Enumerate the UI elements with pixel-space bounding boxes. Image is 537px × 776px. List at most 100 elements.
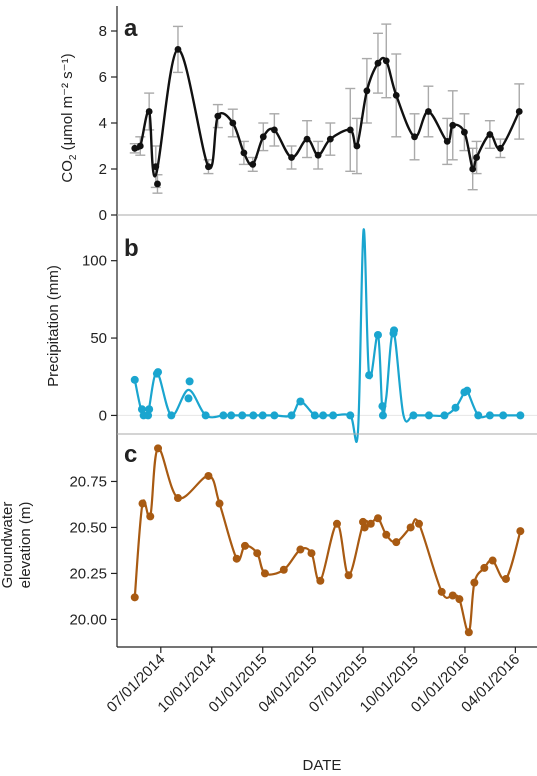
data-point: [296, 545, 305, 554]
panel-c: 20.00 20.25 20.50 20.75 c Groundwater eleva…: [0, 441, 525, 637]
data-point: [144, 411, 153, 420]
data-point: [204, 471, 213, 480]
data-point: [363, 87, 371, 95]
y-tick-label: 50: [90, 330, 107, 347]
data-point: [227, 411, 236, 420]
data-point: [326, 135, 334, 143]
data-point: [241, 541, 250, 550]
data-point: [260, 569, 269, 578]
data-point: [240, 149, 248, 157]
data-point: [515, 108, 523, 115]
data-point: [499, 411, 508, 420]
data-point: [411, 133, 418, 141]
data-point: [238, 411, 247, 420]
data-point: [378, 411, 387, 420]
data-point: [497, 144, 504, 152]
data-point: [469, 165, 477, 173]
x-axis-label: DATE: [303, 757, 342, 774]
groundwater-trend-line: [133, 447, 522, 634]
panel-label-c: c: [124, 441, 137, 468]
data-point: [451, 403, 460, 412]
data-point: [448, 591, 457, 600]
data-point: [154, 368, 163, 377]
data-point: [167, 411, 176, 420]
y-tick-label: 20.25: [69, 565, 107, 582]
data-point: [449, 121, 457, 129]
data-point: [440, 411, 449, 420]
data-point: [137, 405, 146, 414]
data-point: [270, 411, 279, 420]
data-point: [146, 512, 155, 521]
data-point: [470, 578, 479, 587]
data-point: [378, 402, 387, 411]
data-point: [414, 519, 423, 528]
data-point: [329, 411, 338, 420]
data-point: [296, 397, 305, 406]
data-point: [373, 514, 382, 523]
data-point: [259, 133, 267, 141]
data-point: [232, 554, 241, 563]
data-point: [201, 411, 210, 420]
data-point: [145, 405, 154, 414]
data-point: [382, 530, 391, 539]
data-point: [344, 571, 353, 580]
panel-b: 0 50 100 b Precipitation (mm): [45, 228, 537, 443]
error-bars: [129, 23, 525, 194]
data-point: [287, 411, 296, 420]
y-axis-label-c-line1: Groundwater: [0, 502, 16, 589]
data-point: [406, 523, 415, 532]
data-point: [310, 411, 319, 420]
co2-trend-line: [134, 48, 521, 178]
data-point: [455, 595, 464, 604]
data-point: [437, 587, 446, 596]
y-tick-label: 8: [99, 23, 107, 40]
y-tick-label: 100: [82, 253, 107, 270]
data-point: [145, 108, 153, 115]
data-point: [185, 377, 194, 386]
y-tick-label: 20.50: [69, 519, 107, 536]
data-point: [365, 371, 374, 380]
y-tick-label: 0: [99, 407, 107, 424]
data-point: [219, 411, 228, 420]
data-point: [516, 527, 525, 536]
panel-label-a: a: [124, 15, 138, 42]
data-point: [424, 411, 433, 420]
data-point: [346, 411, 355, 420]
data-point: [443, 138, 451, 145]
data-point: [460, 128, 468, 136]
data-point: [373, 330, 382, 339]
data-point: [214, 112, 222, 120]
y-tick-label: 20.75: [69, 473, 107, 490]
y-tick-label: 20.00: [69, 611, 107, 628]
x-axis-ticks: 07/01/201410/01/201401/01/201504/01/2015…: [104, 647, 523, 716]
data-point: [392, 92, 400, 99]
data-point: [258, 411, 267, 420]
data-point: [346, 126, 354, 134]
data-point: [366, 519, 375, 528]
data-point: [173, 494, 182, 503]
data-point: [130, 375, 139, 384]
data-point: [303, 135, 311, 143]
data-point: [270, 126, 278, 134]
data-point: [516, 411, 525, 420]
data-point: [360, 523, 369, 532]
data-point: [138, 499, 147, 508]
data-point: [288, 154, 295, 161]
data-point: [485, 411, 494, 420]
data-point: [130, 593, 139, 602]
data-point: [409, 411, 418, 420]
data-point: [319, 411, 328, 420]
data-point: [390, 326, 399, 335]
data-point: [464, 628, 473, 637]
data-point: [332, 519, 341, 528]
y-axis-label-c-line2: elevation (m): [17, 502, 34, 589]
data-point: [424, 108, 432, 115]
y-tick-label: 6: [99, 69, 107, 86]
data-point: [215, 499, 224, 508]
data-point: [229, 119, 237, 127]
y-axis-label-a: CO2 (μmol m⁻² s⁻¹): [59, 53, 79, 182]
data-point: [154, 180, 161, 188]
data-point: [488, 556, 497, 565]
data-point: [473, 154, 480, 161]
